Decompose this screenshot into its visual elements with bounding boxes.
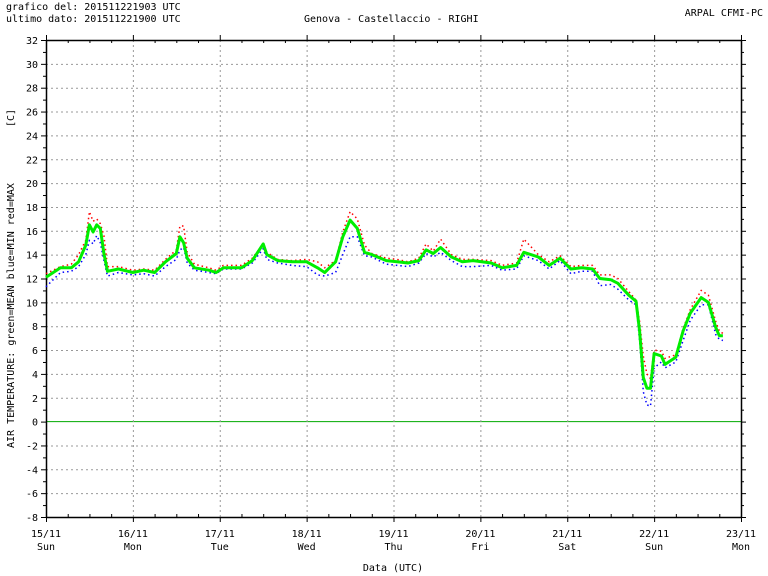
- y-tick-label: -8: [26, 513, 38, 524]
- x-tick-day: Mon: [732, 542, 750, 553]
- plot-time-label: grafico del:: [6, 2, 79, 13]
- y-tick-label: 4: [32, 370, 38, 381]
- x-tick-date: 17/11: [205, 529, 235, 540]
- y-tick-label: 30: [26, 60, 38, 71]
- y-tick-label: 0: [32, 418, 38, 429]
- x-tick-day: Thu: [384, 542, 402, 553]
- y-tick-label: -4: [26, 465, 38, 476]
- grid: [46, 40, 741, 517]
- x-tick-day: Wed: [298, 542, 316, 553]
- plot-time-value: 201511221903 UTC: [84, 2, 181, 13]
- y-tick-label: 12: [26, 275, 38, 286]
- x-tick-day: Sun: [645, 542, 663, 553]
- x-tick-day: Mon: [124, 542, 142, 553]
- x-tick-date: 21/11: [552, 529, 582, 540]
- x-tick-day: Fri: [471, 542, 489, 553]
- y-tick-label: -2: [26, 441, 38, 452]
- y-tick-label: 8: [32, 322, 38, 333]
- x-tick-date: 16/11: [118, 529, 148, 540]
- y-tick-label: 10: [26, 298, 38, 309]
- y-tick-label: 2: [32, 394, 38, 405]
- x-tick-day: Tue: [211, 542, 229, 553]
- x-tick-date: 15/11: [31, 529, 61, 540]
- series-min-line: [45, 234, 724, 407]
- chart-title: Genova - Castellaccio - RIGHI: [304, 14, 479, 25]
- agency-label: ARPAL CFMI-PC: [684, 8, 763, 19]
- axes: -8-6-4-20246810121416182022242628303215/…: [26, 35, 756, 553]
- y-tick-label: 24: [26, 131, 38, 142]
- x-tick-date: 20/11: [465, 529, 495, 540]
- y-tick-label: 32: [26, 36, 38, 47]
- series-max-line: [45, 210, 724, 380]
- x-tick-date: 18/11: [292, 529, 322, 540]
- x-tick-day: Sun: [37, 542, 55, 553]
- y-tick-label: 28: [26, 84, 38, 95]
- last-data-value: 201511221900 UTC: [84, 14, 181, 25]
- y-tick-label: 16: [26, 227, 38, 238]
- y-tick-label: 6: [32, 346, 38, 357]
- y-tick-label: 20: [26, 179, 38, 190]
- series-mean-line: [45, 218, 723, 390]
- x-tick-date: 23/11: [726, 529, 756, 540]
- y-axis-label: AIR TEMPERATURE: green=MEAN blue=MIN red…: [6, 183, 17, 448]
- y-axis-unit: [C]: [6, 109, 17, 127]
- series: [45, 210, 724, 407]
- x-tick-date: 19/11: [378, 529, 408, 540]
- y-tick-label: 14: [26, 251, 38, 262]
- y-tick-label: 22: [26, 155, 38, 166]
- x-tick-day: Sat: [558, 542, 576, 553]
- y-tick-label: 18: [26, 203, 38, 214]
- x-axis-label: Data (UTC): [363, 563, 423, 574]
- plot-time: grafico del: 201511221903 UTC: [6, 2, 181, 14]
- last-data: ultimo dato: 201511221900 UTC: [6, 14, 181, 26]
- last-data-label: ultimo dato:: [6, 14, 79, 25]
- x-tick-date: 22/11: [639, 529, 669, 540]
- y-tick-label: 26: [26, 108, 38, 119]
- y-tick-label: -6: [26, 489, 38, 500]
